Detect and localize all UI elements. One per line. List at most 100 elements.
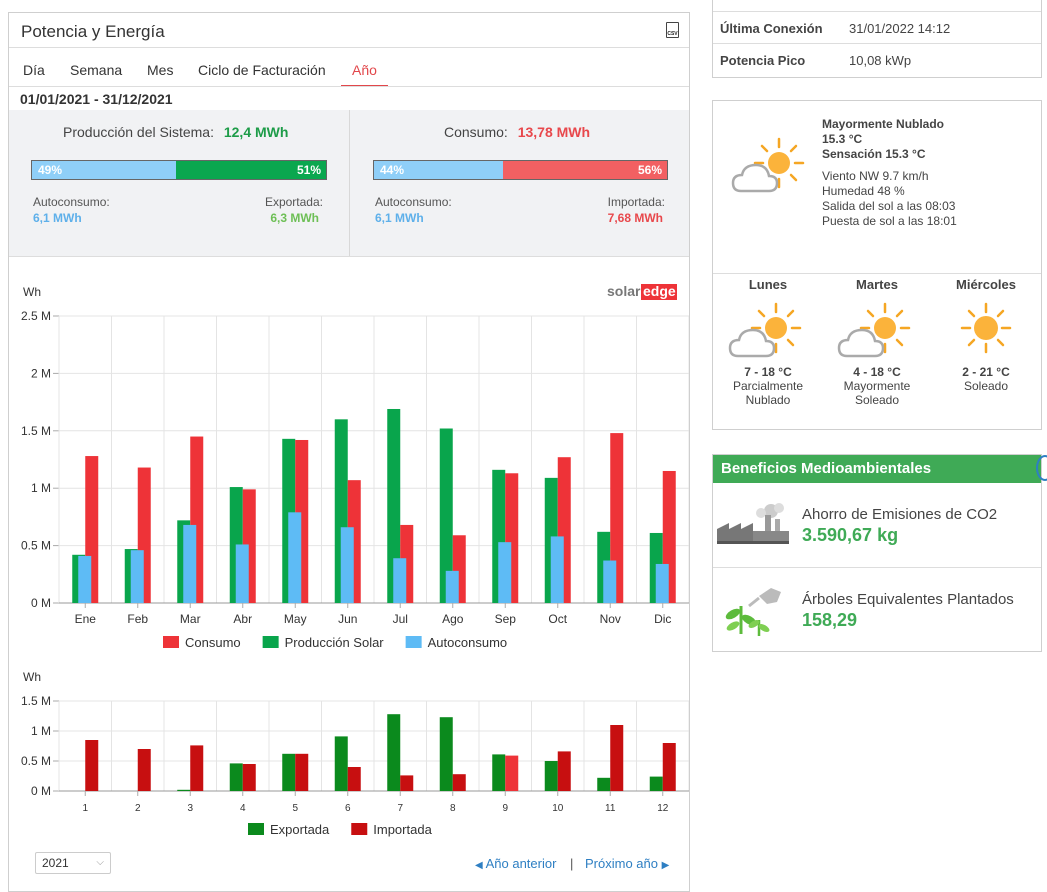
x-tick-label: 1 (82, 803, 88, 814)
year-select[interactable]: 2021 ⌵ (35, 852, 111, 874)
partly-cloudy-icon (731, 137, 805, 193)
forecast-day-name: Miércoles (956, 277, 1016, 292)
consumption-summary: Consumo: 13,78 MWh 44% 56% Autoconsumo: … (350, 110, 689, 256)
consumption-self-value: 6,1 MWh (375, 211, 424, 225)
bar-importada (610, 725, 624, 791)
tab-ano[interactable]: Año (341, 61, 388, 87)
bar-exportada (649, 776, 663, 791)
bar-exportada (439, 717, 453, 791)
co2-value: 3.590,67 kg (802, 525, 899, 545)
current-temp: 15.3 °C (822, 132, 863, 146)
production-self-segment: 49% (32, 161, 177, 179)
period-tabs: Día Semana Mes Ciclo de Facturación Año (9, 61, 689, 87)
y-tick-label: 1 M (31, 481, 51, 495)
y-tick-label: 0 M (31, 784, 51, 798)
bar-autoconsumo (393, 558, 407, 603)
x-tick-label: 3 (187, 803, 193, 814)
factory-icon (717, 503, 789, 544)
bar-autoconsumo (498, 542, 512, 603)
date-range: 01/01/2021 - 31/12/2021 (20, 91, 173, 107)
tab-ciclo-facturacion[interactable]: Ciclo de Facturación (198, 62, 326, 78)
bar-importada (85, 740, 99, 791)
x-tick-label: Nov (600, 612, 621, 626)
x-tick-label: 7 (397, 803, 403, 814)
bar-exportada (177, 789, 191, 791)
tab-mes[interactable]: Mes (147, 62, 174, 78)
x-tick-label: 12 (657, 803, 669, 814)
x-tick-label: Mar (180, 612, 201, 626)
legend-swatch (351, 823, 368, 835)
bar-importada (347, 767, 361, 791)
solaredge-logo: solar edge (607, 283, 677, 300)
benefits-header: Beneficios Medioambientales (713, 455, 1041, 483)
forecast-desc-line2: Soleado (854, 393, 900, 407)
y-tick-label: 1 M (31, 724, 51, 738)
tab-dia[interactable]: Día (23, 62, 45, 78)
consumption-import-pct: 56% (637, 163, 662, 177)
forecast-day-3: Miércoles 2 - 21 °C Soleado (931, 277, 1041, 393)
nav-separator: | (570, 856, 574, 871)
info-row-peak-power: Potencia Pico 10,08 kWp (713, 43, 1041, 76)
bar-autoconsumo (445, 570, 459, 603)
x-tick-label: 2 (135, 803, 141, 814)
forecast-day-2: Martes 4 - 18 °C Mayormente Soleado (822, 277, 932, 407)
environmental-benefits-panel: Beneficios Medioambientales Ahorro de Em… (712, 454, 1042, 652)
logo-solar-text: solar (607, 283, 641, 299)
benefit-trees: Árboles Equivalentes Plantados 158,29 (713, 567, 1041, 652)
y-tick-label: 0.5 M (21, 539, 51, 553)
consumption-self-label: Autoconsumo: (375, 195, 452, 209)
consumption-import-segment: 56% (502, 161, 667, 179)
legend-label: Autoconsumo (428, 635, 508, 650)
forecast-divider (713, 273, 1041, 274)
consumption-value: 13,78 MWh (517, 124, 591, 140)
forecast-range: 4 - 18 °C (853, 365, 901, 379)
y-tick-label: 0 M (31, 596, 51, 610)
bar-importada (242, 764, 256, 791)
co2-label: Ahorro de Emisiones de CO2 (802, 506, 998, 523)
production-export-label: Exportada: (264, 195, 323, 209)
logo-edge-text: edge (643, 283, 676, 299)
legend-label: Consumo (185, 635, 241, 650)
bar-importada (400, 775, 414, 791)
csv-file-icon[interactable]: CSV (666, 22, 679, 38)
production-self-label: Autoconsumo: (33, 195, 110, 209)
forecast-day-name: Lunes (748, 277, 788, 292)
y-axis-title: Wh (23, 285, 41, 299)
bar-autoconsumo (603, 560, 617, 603)
panel-title: Potencia y Energía (21, 22, 165, 41)
legend-label: Exportada (270, 822, 330, 837)
bar-producción-solar (387, 408, 401, 603)
export-import-chart: Wh0 M0.5 M1 M1.5 M1 2 3 4 5 6 7 8 9 10 11 12Exporta… (21, 670, 689, 837)
current-feels-like: Sensación 15.3 °C (822, 147, 926, 161)
bar-importada (190, 745, 204, 791)
x-tick-label: Ago (442, 612, 464, 626)
tab-semana[interactable]: Semana (70, 62, 123, 78)
next-year-label: Próximo año (585, 856, 658, 871)
x-tick-label: 5 (292, 803, 298, 814)
production-summary: Producción del Sistema: 12,4 MWh 49% 51%… (9, 110, 349, 256)
last-connection-label: Última Conexión (720, 21, 823, 36)
x-tick-label: Jun (338, 612, 357, 626)
forecast-desc-line2: Nublado (745, 393, 791, 407)
consumption-title: Consumo: 13,78 MWh (444, 124, 590, 140)
trees-value: 158,29 (802, 610, 858, 630)
legend-label: Producción Solar (285, 635, 385, 650)
scroll-edge-handle[interactable] (1036, 455, 1047, 481)
consumption-self-pct: 44% (380, 163, 405, 177)
benefit-co2: Ahorro de Emisiones de CO2 3.590,67 kg (713, 483, 1041, 567)
current-sunrise: Salida del sol a las 08:03 (822, 199, 956, 213)
next-year-link[interactable]: Próximo año ▶ (585, 856, 669, 871)
y-tick-label: 0.5 M (21, 754, 51, 768)
weather-panel: Mayormente Nublado 15.3 °C Sensación 15.… (712, 100, 1042, 430)
forecast-desc-line1: Parcialmente (732, 379, 804, 393)
chevron-down-icon: ⌵ (96, 857, 104, 868)
title-divider (9, 47, 689, 48)
bar-importada (557, 751, 571, 791)
y-tick-label: 1.5 M (21, 694, 51, 708)
production-title: Producción del Sistema: 12,4 MWh (63, 124, 288, 140)
consumption-split-bar: 44% 56% (373, 160, 668, 180)
legend-swatch (262, 636, 279, 648)
y-tick-label: 2 M (31, 366, 51, 380)
prev-year-link[interactable]: ◀ Año anterior (475, 856, 556, 871)
chevron-right-icon: ▶ (661, 860, 670, 871)
